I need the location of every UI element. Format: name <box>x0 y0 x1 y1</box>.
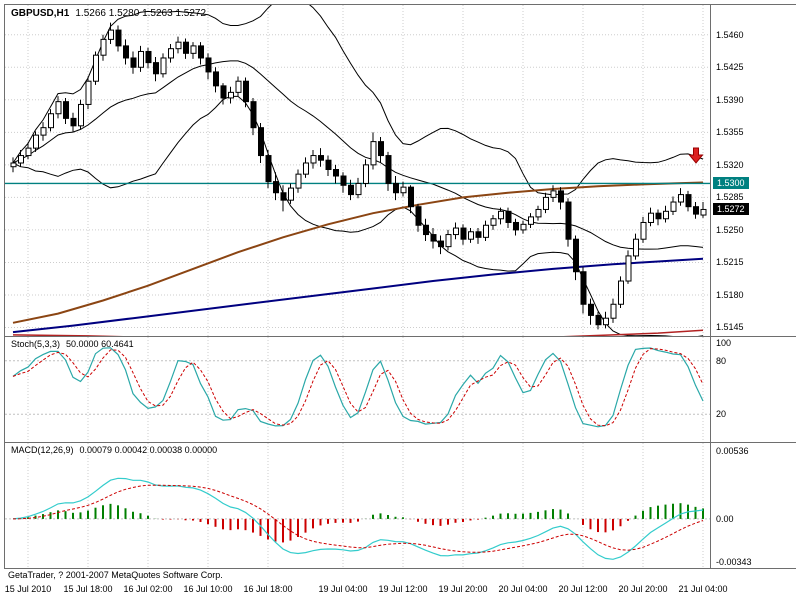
price-tick-label: 1.5390 <box>716 94 744 105</box>
price-tick-label: 1.5145 <box>716 322 744 333</box>
macd-tick-label: -0.00343 <box>716 557 752 568</box>
price-level-badge: 1.5300 <box>713 177 749 190</box>
copyright-text: GetaTrader, ? 2001-2007 MetaQuotes Softw… <box>8 570 223 580</box>
time-axis-label: 15 Jul 18:00 <box>63 584 113 594</box>
macd-tick-label: 0.00536 <box>716 446 749 457</box>
ma-red-line <box>12 329 704 336</box>
price-tick-label: 1.5355 <box>716 127 744 138</box>
price-tick-label: 1.5215 <box>716 257 744 268</box>
stochastic-panel: Stoch(5,3,3) 50.0000 60.4641 100 80 20 <box>4 336 796 443</box>
price-axis[interactable]: 1.5300 1.5272 1.5460 1.5425 1.5390 1.5355 1.… <box>710 5 796 336</box>
sell-arrow-icon <box>688 147 704 164</box>
time-axis-label: 20 Jul 04:00 <box>498 584 548 594</box>
stoch-main-line <box>12 347 704 428</box>
stoch-tick-label: 100 <box>716 338 732 348</box>
price-tick-label: 1.5425 <box>716 62 744 73</box>
macd-histogram <box>19 503 704 543</box>
bollinger-middle-line <box>12 60 704 250</box>
ma-brown-line <box>12 181 704 324</box>
time-axis-label: 19 Jul 20:00 <box>438 584 488 594</box>
stochastic-axis: 100 80 20 <box>710 337 796 442</box>
time-axis-label: 15 Jul 2010 <box>4 584 52 594</box>
price-tick-label: 1.5285 <box>716 192 744 203</box>
main-chart-panel: GBPUSD,H1 1.5266 1.5280 1.5263 1.5272 1.5… <box>4 4 796 337</box>
stoch-signal-line <box>12 348 704 427</box>
macd-line <box>12 477 704 560</box>
stoch-tick-label: 20 <box>716 409 727 420</box>
ma-navy-line <box>12 257 704 334</box>
current-price-badge: 1.5272 <box>713 203 749 216</box>
price-tick-label: 1.5320 <box>716 159 744 170</box>
macd-panel: MACD(12,26,9) 0.00079 0.00042 0.00038 0.0… <box>4 442 796 569</box>
macd-axis: 0.00536 0.00 -0.00343 <box>710 443 796 568</box>
bollinger-upper-line <box>12 5 704 196</box>
price-tick-label: 1.5460 <box>716 29 744 40</box>
time-axis-label: 16 Jul 18:00 <box>243 584 293 594</box>
time-axis-label: 16 Jul 02:00 <box>123 584 173 594</box>
time-axis-label: 20 Jul 20:00 <box>618 584 668 594</box>
macd-plot[interactable] <box>5 443 710 568</box>
time-axis-label: 21 Jul 04:00 <box>678 584 728 594</box>
stochastic-plot[interactable] <box>5 337 710 442</box>
candles-layer <box>10 22 707 330</box>
time-axis-label: 16 Jul 10:00 <box>183 584 233 594</box>
price-chart-plot[interactable] <box>5 5 710 336</box>
price-tick-label: 1.5180 <box>716 289 744 300</box>
time-axis-label: 19 Jul 04:00 <box>318 584 368 594</box>
time-axis-label: 19 Jul 12:00 <box>378 584 428 594</box>
stoch-tick-label: 80 <box>716 355 727 366</box>
price-tick-label: 1.5250 <box>716 224 744 235</box>
time-axis[interactable]: 15 Jul 2010 15 Jul 18:00 16 Jul 02:00 16 Ju… <box>5 584 797 598</box>
macd-tick-label: 0.00 <box>716 513 734 524</box>
time-axis-label: 20 Jul 12:00 <box>558 584 608 594</box>
